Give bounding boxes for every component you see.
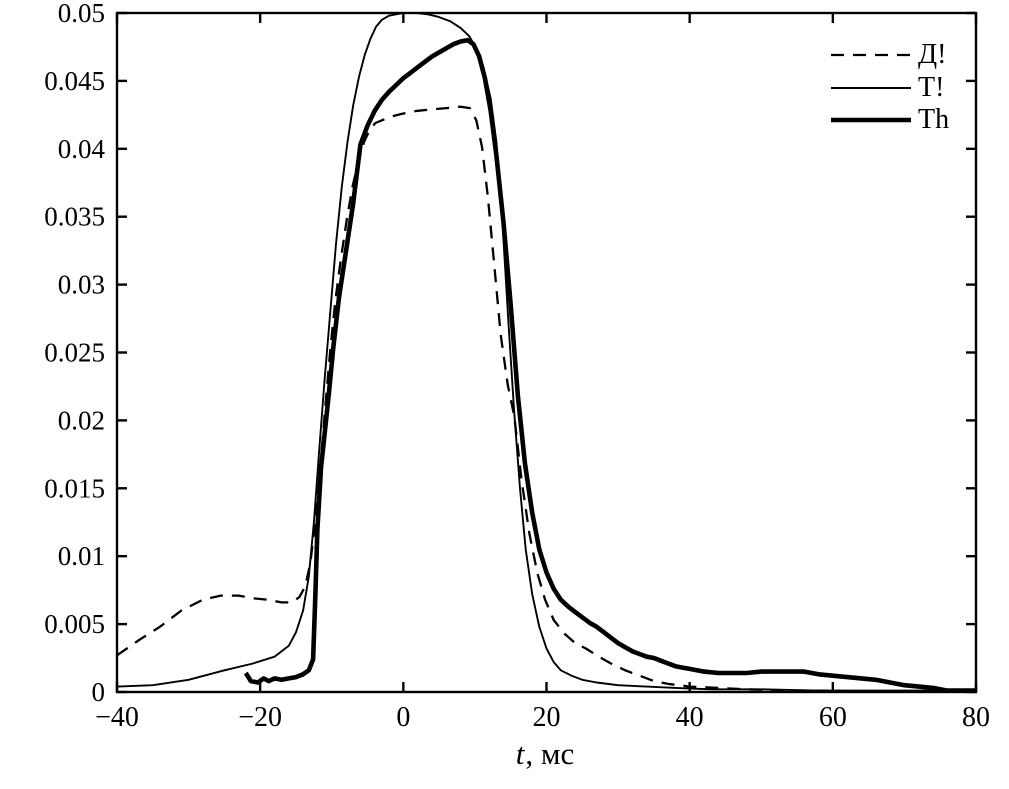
y-tick-label: 0.03 (58, 270, 105, 300)
y-tick-label: 0 (92, 677, 106, 707)
series-line-2 (243, 37, 976, 693)
legend-item-t: Т! (831, 72, 949, 105)
thin-line-sample-icon (831, 86, 911, 89)
x-axis-label-variable: t (515, 736, 525, 771)
x-tick-label: 0 (396, 702, 410, 733)
y-tick-label: 0.05 (58, 0, 105, 28)
y-tick-label: 0.015 (44, 473, 105, 503)
y-tick-label: 0.025 (44, 338, 105, 368)
y-tick-label: 0.005 (44, 609, 105, 639)
x-tick-label: −20 (238, 702, 282, 733)
x-axis-label-unit: , мс (525, 736, 575, 771)
legend-item-d: Д! (831, 39, 949, 72)
thick-line-sample-icon (831, 117, 911, 123)
y-tick-label: 0.04 (58, 134, 106, 164)
dashed-line-sample-icon (831, 54, 911, 57)
series-line-1 (116, 12, 976, 693)
legend-label-th: Th (918, 104, 950, 136)
x-axis-label: t, мс (415, 736, 675, 772)
y-tick-label: 0.02 (58, 405, 105, 435)
legend-label-t: Т! (918, 71, 945, 103)
x-tick-label: 20 (533, 702, 561, 733)
legend: Д! Т! Th (831, 39, 949, 137)
legend-label-d: Д! (918, 39, 947, 71)
x-tick-label: −40 (95, 702, 139, 733)
y-tick-label: 0.01 (58, 541, 105, 571)
x-tick-label: 60 (819, 702, 847, 733)
legend-item-th: Th (831, 104, 949, 137)
y-tick-label: 0.045 (44, 66, 105, 96)
y-tick-label: 0.035 (44, 202, 105, 232)
x-tick-label: 80 (962, 702, 990, 733)
x-tick-label: 40 (676, 702, 704, 733)
series-line-0 (116, 105, 869, 694)
